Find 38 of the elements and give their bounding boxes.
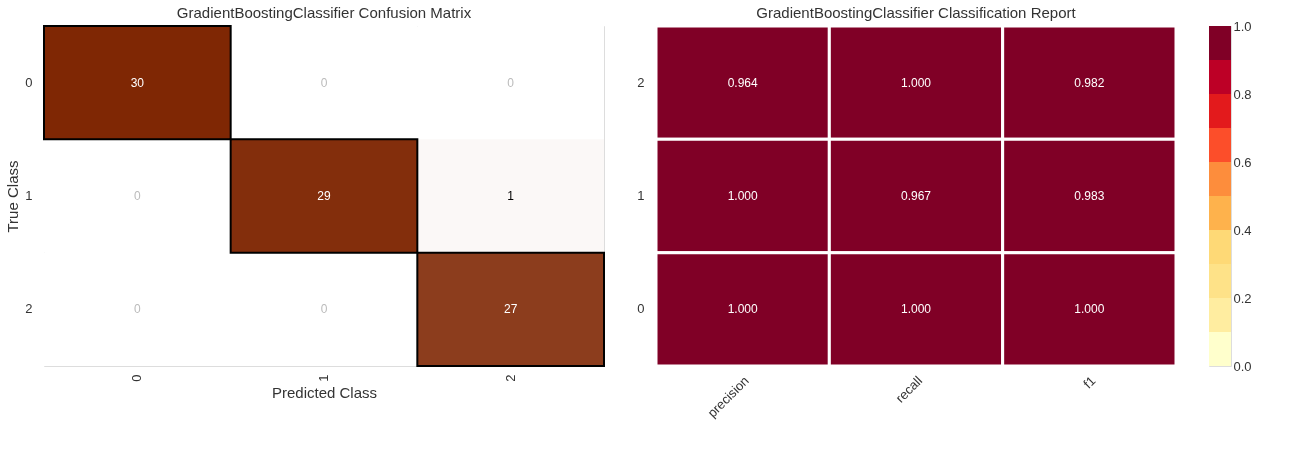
color-bar-label: 0.0 bbox=[1233, 358, 1252, 374]
data-label: 30 bbox=[130, 75, 145, 90]
chart-title: GradientBoostingClassifier Confusion Matrix bbox=[176, 4, 472, 21]
data-label: 1.000 bbox=[1074, 302, 1105, 317]
data-label: 1.000 bbox=[900, 75, 932, 90]
color-bar-label: 1.0 bbox=[1233, 18, 1252, 34]
chart-title: GradientBoostingClassifier Classification Report bbox=[756, 3, 1077, 21]
data-label: 0.964 bbox=[727, 75, 759, 90]
color-bar-label: 0.4 bbox=[1233, 222, 1252, 238]
y-tick-label: 1 bbox=[637, 188, 645, 203]
data-label: 0 bbox=[320, 75, 328, 90]
data-label: 0.982 bbox=[1074, 75, 1105, 90]
color-bar-label: 0.6 bbox=[1233, 154, 1252, 170]
color-bar-label: 0.2 bbox=[1233, 290, 1252, 306]
data-label: 0 bbox=[320, 302, 328, 317]
data-label: 0 bbox=[133, 189, 141, 203]
y-tick-label: 0 bbox=[25, 74, 33, 90]
x-tick-label: 1 bbox=[316, 374, 331, 382]
y-axis-title: True Class bbox=[4, 160, 22, 233]
y-tick-label: 2 bbox=[25, 301, 33, 317]
x-axis-title: Predicted Class bbox=[271, 383, 378, 401]
y-tick-label: 2 bbox=[637, 74, 645, 90]
data-label: 0 bbox=[507, 75, 515, 90]
y-tick-label: 0 bbox=[637, 301, 645, 317]
data-label: 1.000 bbox=[727, 302, 759, 317]
x-tick-label: 2 bbox=[502, 374, 518, 382]
data-label: 1.000 bbox=[727, 189, 759, 203]
data-label: 29 bbox=[317, 189, 331, 203]
data-label: 1 bbox=[507, 189, 515, 203]
data-label: 0.967 bbox=[900, 189, 932, 203]
color-bar-label: 0.8 bbox=[1233, 86, 1252, 102]
data-label: 0 bbox=[133, 302, 141, 317]
data-label: 27 bbox=[503, 302, 518, 317]
data-label: 1.000 bbox=[900, 302, 932, 317]
x-tick-label: 0 bbox=[129, 374, 145, 382]
x-tick-label: f1 bbox=[1080, 373, 1099, 392]
data-label: 0.983 bbox=[1074, 189, 1105, 203]
y-tick-label: 1 bbox=[25, 188, 33, 203]
